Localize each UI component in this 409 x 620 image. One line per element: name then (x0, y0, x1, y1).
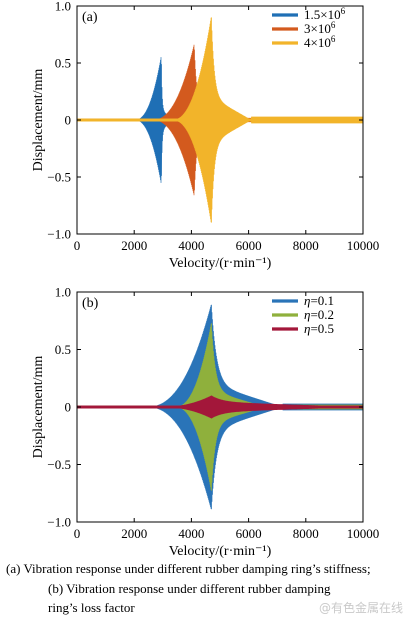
x-tick-label: 4000 (178, 526, 204, 541)
y-axis-label: Displacement/mm (31, 69, 46, 172)
y-tick-label: −0.5 (47, 170, 71, 185)
legend-label-2: η=0.2 (304, 307, 334, 322)
y-tick-label: −1.0 (47, 227, 71, 242)
x-tick-label: 6000 (236, 238, 262, 253)
x-tick-label: 0 (74, 526, 81, 541)
caption-line-2: (b) Vibration response under different r… (48, 581, 331, 596)
x-tick-label: 10000 (347, 238, 380, 253)
legend: η=0.1η=0.2η=0.5 (272, 293, 334, 336)
y-tick-label: 0.5 (55, 56, 71, 71)
plot-area (77, 17, 363, 223)
chart-panel-a: 0 2000 4000 6000 8000 10000 −1.0 −0.5 0 0.5 1.0 Vel… (31, 0, 379, 271)
watermark: @有色金属在线 (318, 601, 403, 615)
series-3-signal (77, 17, 363, 223)
x-tick-label: 2000 (121, 238, 147, 253)
x-tick-label: 2000 (121, 526, 147, 541)
y-tick-label: 0 (65, 113, 72, 128)
y-axis-label: Displacement/mm (31, 356, 46, 459)
x-tick-label: 0 (74, 238, 81, 253)
x-axis-label: Velocity/(r·min⁻¹) (169, 544, 272, 559)
legend-label-3: 4×106 (304, 34, 336, 50)
y-tick-label: 0.5 (55, 342, 71, 357)
caption-line-1: (a) Vibration response under different r… (6, 561, 371, 576)
legend-label-3: η=0.5 (304, 321, 334, 336)
x-tick-label: 6000 (236, 526, 262, 541)
panel-label: (a) (82, 10, 98, 25)
legend-label-1: 1.5×106 (304, 6, 346, 22)
x-tick-label: 10000 (347, 526, 380, 541)
chart-panel-b: 0 2000 4000 6000 8000 10000 −1.0 −0.5 0 0.5 1.0 Vel… (31, 285, 379, 560)
legend-label-1: η=0.1 (304, 293, 334, 308)
series-3-signal (77, 395, 363, 419)
y-tick-label: 1.0 (55, 285, 71, 300)
plot-area (77, 304, 363, 510)
x-tick-label: 4000 (178, 238, 204, 253)
y-tick-label: 1.0 (55, 0, 71, 14)
x-axis-label: Velocity/(r·min⁻¹) (169, 256, 272, 271)
panel-label: (b) (82, 296, 99, 311)
x-tick-label: 8000 (293, 238, 319, 253)
y-tick-label: −1.0 (47, 515, 71, 530)
caption-line-3: ring’s loss factor (48, 600, 135, 615)
x-tick-label: 8000 (293, 526, 319, 541)
y-tick-label: 0 (65, 400, 72, 415)
legend-label-2: 3×106 (304, 20, 336, 36)
y-tick-label: −0.5 (47, 457, 71, 472)
